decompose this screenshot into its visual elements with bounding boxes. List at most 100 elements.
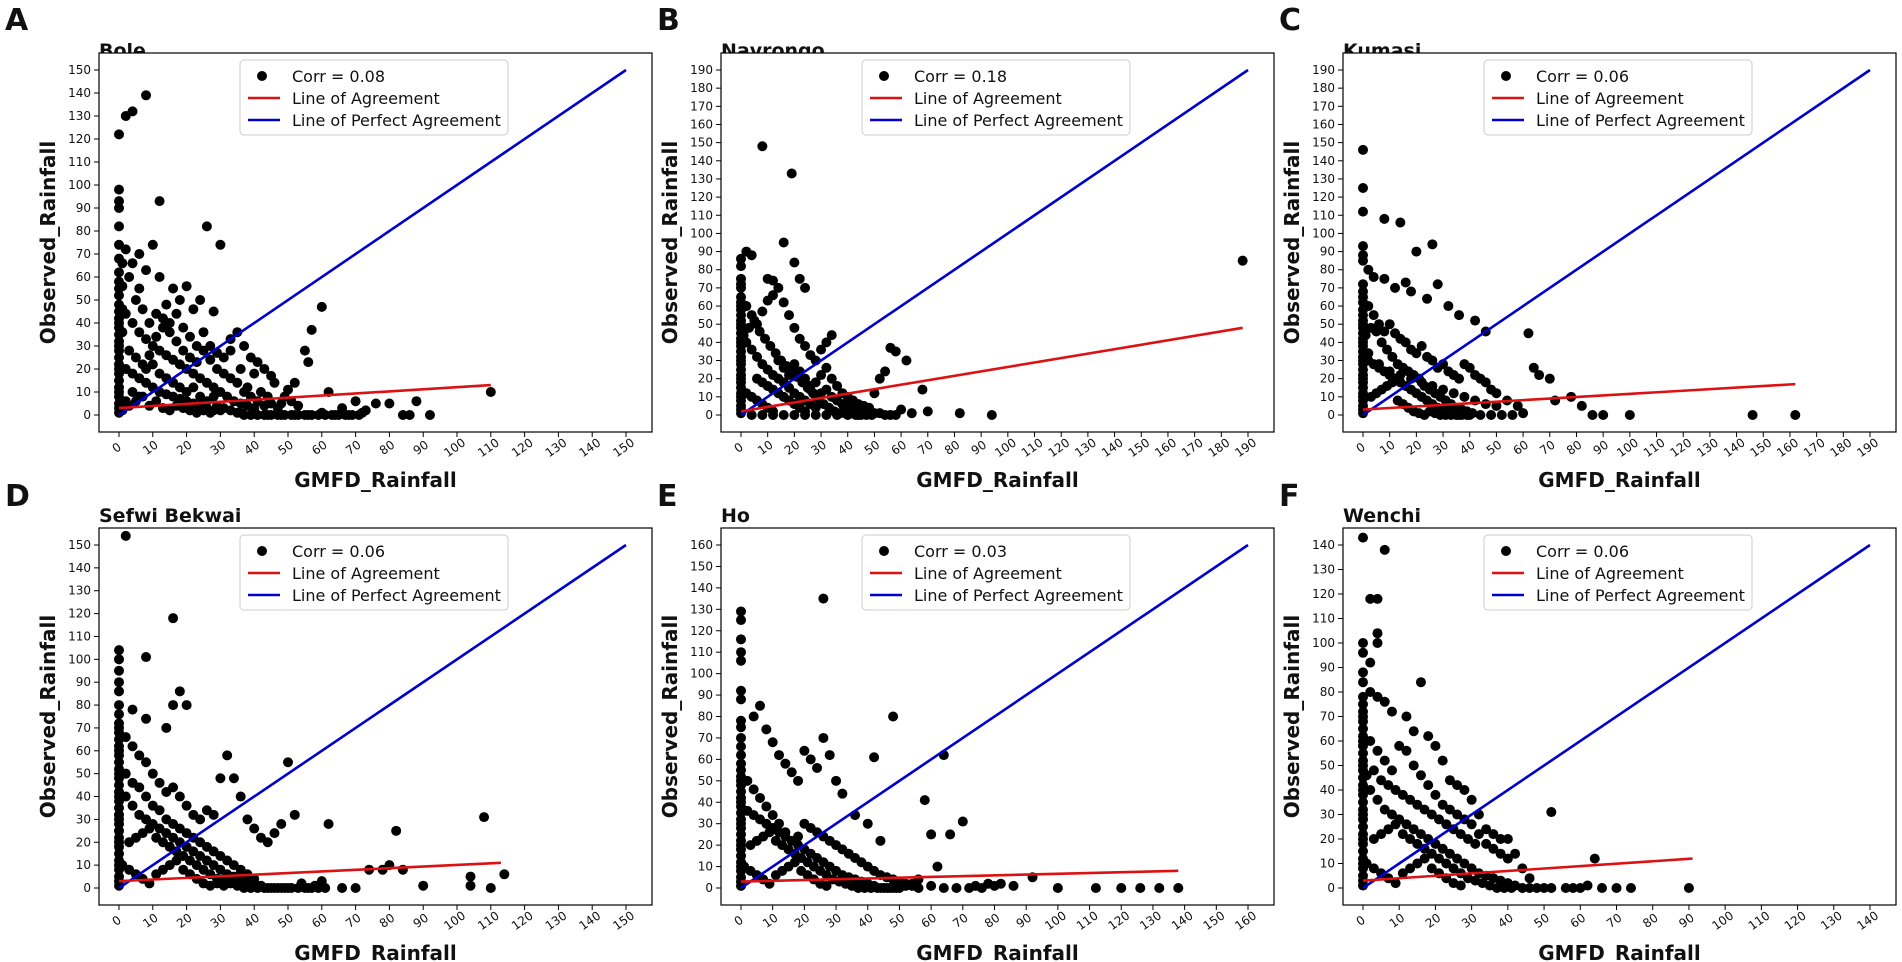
- scatter-point: [1434, 814, 1445, 825]
- line-of-agreement: [1362, 857, 1693, 882]
- scatter-point: [120, 396, 131, 407]
- line-of-agreement: [740, 869, 1179, 883]
- y-tick-label: 50: [698, 774, 713, 788]
- x-tick-label: 30: [823, 911, 844, 931]
- scatter-point: [1371, 326, 1382, 337]
- scatter-point: [299, 345, 310, 356]
- scatter-point: [752, 351, 763, 362]
- scatter-point: [1406, 286, 1417, 297]
- scatter-point: [114, 645, 124, 656]
- x-tick-label: 190: [1232, 435, 1259, 460]
- scatter-point: [1372, 691, 1383, 702]
- y-tick-label: 30: [76, 812, 91, 826]
- y-tick-label: 140: [68, 86, 91, 100]
- scatter-point: [736, 685, 746, 696]
- legend-box: [861, 59, 1131, 136]
- scatter-point: [1544, 373, 1555, 384]
- x-tick-label: 80: [377, 911, 398, 931]
- scatter-point: [1154, 883, 1165, 893]
- scatter-point: [1358, 638, 1368, 648]
- y-tick-label: 150: [1312, 136, 1335, 150]
- scatter-point: [1135, 883, 1146, 893]
- x-tick-label: 50: [862, 438, 883, 458]
- scatter-point: [1539, 883, 1550, 893]
- scatter-point: [178, 345, 189, 356]
- scatter-point: [235, 791, 246, 802]
- scatter-point: [773, 282, 784, 293]
- scatter-point: [127, 704, 138, 715]
- scatter-point: [1502, 834, 1513, 844]
- scatter-point: [239, 341, 250, 351]
- scatter-point: [951, 883, 962, 893]
- scatter-point: [1405, 834, 1416, 844]
- scatter-point: [1365, 657, 1376, 668]
- scatter-point: [124, 272, 135, 282]
- scatter-point: [831, 775, 842, 786]
- scatter-point: [1466, 863, 1477, 874]
- panel-title: Wenchi: [1343, 505, 1421, 527]
- y-tick-label: 50: [1320, 759, 1335, 773]
- scatter-point: [1415, 677, 1426, 688]
- scatter-point: [1452, 809, 1463, 820]
- line-of-perfect-agreement: [740, 543, 1249, 890]
- scatter-point: [1379, 544, 1390, 555]
- y-tick-label: 100: [1312, 226, 1335, 240]
- scatter-point: [1523, 328, 1534, 339]
- scatter-point: [114, 757, 124, 768]
- scatter-point: [793, 831, 804, 842]
- x-tick-label: 100: [1042, 908, 1069, 933]
- x-tick-label: 100: [441, 435, 468, 460]
- scatter-point: [1358, 532, 1368, 543]
- scatter-point: [1426, 863, 1437, 874]
- scatter-point: [353, 410, 364, 420]
- y-tick-label: 40: [1320, 335, 1335, 349]
- line-of-perfect-agreement: [1362, 68, 1871, 417]
- scatter-point: [1510, 848, 1521, 859]
- scatter-point: [1455, 880, 1466, 891]
- scatter-point: [1512, 400, 1523, 411]
- x-tick-label: 100: [1614, 435, 1641, 460]
- y-tick-label: 130: [1312, 563, 1335, 577]
- x-tick-label: 120: [1046, 435, 1073, 460]
- scatter-point: [736, 282, 746, 293]
- scatter-point: [1582, 880, 1593, 891]
- x-tick-label: 50: [275, 911, 296, 931]
- scatter-point: [1437, 843, 1448, 854]
- scatter-point: [1488, 843, 1499, 854]
- scatter-point: [117, 281, 128, 292]
- y-tick-label: 0: [705, 408, 713, 422]
- x-axis-label: GMFD_Rainfall: [294, 941, 456, 962]
- scatter-point: [761, 724, 772, 735]
- x-tick-label: 70: [1604, 911, 1625, 931]
- scatter-point: [1372, 638, 1383, 648]
- scatter-point: [171, 336, 182, 347]
- scatter-point: [249, 873, 260, 884]
- scatter-point: [1358, 699, 1368, 710]
- x-tick-label: 10: [760, 911, 781, 931]
- scatter-point: [120, 530, 131, 541]
- legend-perfect: Line of Perfect Agreement: [1536, 111, 1745, 130]
- x-tick-label: 40: [242, 911, 263, 931]
- scatter-point: [316, 301, 327, 312]
- scatter-point: [114, 677, 124, 688]
- scatter-point: [164, 327, 175, 338]
- scatter-point: [748, 784, 759, 795]
- scatter-point: [1448, 388, 1459, 399]
- scatter-point: [1358, 789, 1368, 800]
- y-tick-label: 110: [68, 629, 91, 643]
- scatter-point: [1358, 691, 1368, 702]
- scatter-point: [1427, 239, 1438, 250]
- scatter-point: [289, 377, 300, 388]
- x-tick-label: 130: [1072, 435, 1099, 460]
- x-tick-label: 160: [1152, 435, 1179, 460]
- x-tick-label: 30: [208, 438, 229, 458]
- scatter-point: [188, 304, 199, 315]
- x-tick-label: 40: [1457, 438, 1478, 458]
- scatter-point: [755, 792, 766, 803]
- scatter-point: [1587, 410, 1598, 420]
- y-tick-label: 40: [76, 316, 91, 330]
- scatter-point: [205, 354, 216, 365]
- legend-marker-corr: [1501, 546, 1511, 556]
- y-tick-label: 40: [698, 795, 713, 809]
- x-tick-label: 10: [1377, 438, 1398, 458]
